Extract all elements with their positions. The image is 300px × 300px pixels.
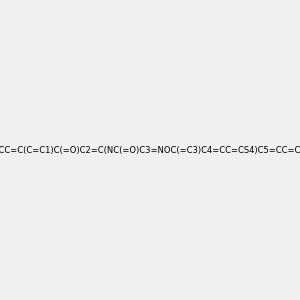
Text: CCOC1=CC=C(C=C1)C(=O)C2=C(NC(=O)C3=NOC(=C3)C4=CC=CS4)C5=CC=CC=C5O2: CCOC1=CC=C(C=C1)C(=O)C2=C(NC(=O)C3=NOC(=… [0, 146, 300, 154]
